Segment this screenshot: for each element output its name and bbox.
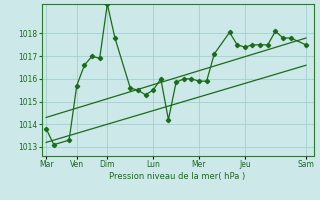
X-axis label: Pression niveau de la mer( hPa ): Pression niveau de la mer( hPa ) [109, 172, 246, 181]
